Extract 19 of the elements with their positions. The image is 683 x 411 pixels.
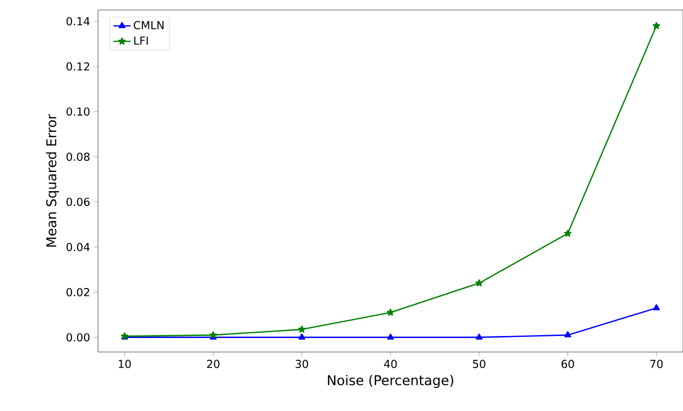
x-tick-label: 60 bbox=[562, 360, 574, 368]
x-tick-label: 30 bbox=[296, 360, 308, 368]
y-tick-label: 0.00 bbox=[66, 333, 90, 342]
y-axis-title: Mean Squared Error bbox=[46, 114, 59, 247]
x-tick-label: 40 bbox=[384, 360, 397, 368]
y-tick-label: 0.10 bbox=[66, 107, 90, 116]
y-tick-label: 0.04 bbox=[66, 242, 90, 252]
x-axis-title: Noise (Percentage) bbox=[328, 374, 454, 388]
x-tick-label: 10 bbox=[118, 360, 131, 368]
y-tick-label: 0.12 bbox=[66, 62, 90, 71]
y-tick-label: 0.14 bbox=[66, 17, 90, 26]
y-tick-label: 0.02 bbox=[66, 288, 90, 296]
x-tick-label: 20 bbox=[207, 360, 220, 368]
y-tick-label: 0.08 bbox=[66, 152, 90, 161]
y-tick-label: 0.06 bbox=[66, 198, 90, 206]
legend-label: CMLN bbox=[134, 21, 164, 30]
x-tick-label: 70 bbox=[650, 360, 663, 368]
legend-label: LFI bbox=[134, 36, 148, 45]
x-tick-label: 50 bbox=[473, 360, 486, 368]
